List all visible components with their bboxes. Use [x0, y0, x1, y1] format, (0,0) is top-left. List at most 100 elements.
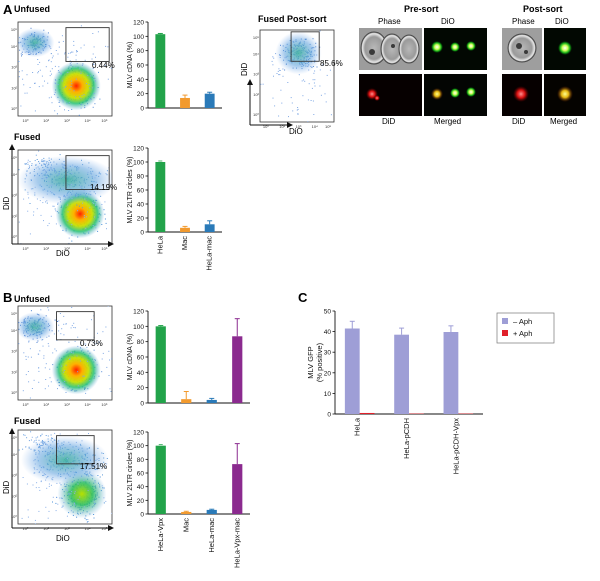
y-tick-label: 80 — [137, 174, 145, 181]
event-dot — [307, 99, 309, 101]
event-dot — [329, 69, 331, 71]
event-dot — [34, 519, 36, 521]
event-dot — [76, 195, 78, 197]
event-dot — [96, 199, 98, 201]
event-dot — [44, 170, 46, 171]
event-dot — [35, 167, 37, 169]
event-dot — [67, 56, 69, 58]
event-dot — [53, 333, 55, 335]
event-dot — [86, 521, 88, 523]
event-dot — [71, 83, 73, 85]
event-dot — [316, 66, 318, 68]
event-dot — [86, 216, 88, 218]
event-dot — [97, 332, 98, 334]
event-dot — [24, 163, 26, 165]
event-dot — [278, 115, 280, 117]
event-dot — [63, 371, 65, 373]
event-dot — [135, 451, 136, 452]
event-dot — [66, 515, 68, 517]
event-dot — [57, 379, 59, 381]
event-dot — [42, 85, 44, 87]
event-dot — [319, 85, 321, 87]
event-dot — [95, 193, 96, 195]
event-dot — [37, 166, 39, 168]
event-dot — [24, 92, 26, 94]
event-dot — [83, 479, 85, 481]
event-dot — [50, 96, 52, 98]
event-dot — [34, 169, 35, 170]
category-label: HeLa — [155, 235, 164, 254]
y-tick-label: 60 — [137, 471, 145, 478]
event-dot — [114, 524, 115, 525]
event-dot — [67, 458, 69, 460]
event-dot — [55, 83, 57, 85]
event-dot — [86, 346, 88, 348]
legend-swatch — [502, 318, 508, 324]
y-tick-label: 10⁵ — [11, 435, 17, 440]
event-dot — [29, 348, 31, 350]
event-dot — [41, 159, 43, 161]
event-dot — [62, 382, 64, 384]
event-dot — [93, 292, 94, 293]
bar — [443, 332, 459, 414]
x-tick-label: 10⁰ — [22, 246, 28, 251]
x-tick-label: 10⁰ — [263, 124, 269, 129]
event-dot — [121, 27, 122, 28]
event-dot — [42, 170, 44, 171]
event-dot — [71, 64, 72, 66]
event-dot — [93, 63, 95, 65]
event-dot — [40, 441, 42, 443]
event-dot — [54, 82, 56, 84]
event-dot — [347, 71, 348, 72]
y-tick-label: 40 — [324, 329, 332, 336]
event-dot — [38, 450, 40, 452]
event-dot — [39, 445, 41, 447]
event-dot — [116, 213, 117, 214]
gate-pct-a-unfused: 0.44% — [92, 61, 115, 70]
event-dot — [48, 385, 49, 387]
event-dot — [61, 35, 63, 37]
event-dot — [44, 450, 46, 452]
event-dot — [15, 70, 16, 71]
event-dot — [50, 158, 52, 160]
event-dot — [0, 85, 1, 86]
event-dot — [54, 65, 56, 67]
event-dot — [72, 462, 74, 464]
event-dot — [68, 242, 70, 244]
event-dot — [64, 52, 66, 54]
event-dot — [33, 289, 34, 290]
bar — [206, 509, 217, 514]
event-dot — [38, 43, 40, 45]
event-dot — [42, 471, 44, 473]
event-dot — [291, 102, 293, 104]
event-dot — [53, 168, 55, 169]
event-dot — [69, 68, 71, 70]
label-postsort-phase: Phase — [512, 17, 535, 26]
event-dot — [29, 203, 31, 204]
event-dot — [38, 510, 40, 512]
event-dot — [310, 66, 312, 67]
event-dot — [314, 79, 316, 81]
axis-arrows-a — [9, 144, 114, 247]
axis-label-dio-b: DiO — [56, 534, 70, 543]
event-dot — [27, 193, 29, 195]
event-dot — [56, 496, 58, 498]
event-dot — [95, 56, 96, 58]
event-dot — [118, 461, 119, 462]
y-tick-label: 10⁰ — [11, 390, 17, 395]
event-dot — [74, 327, 76, 329]
event-dot — [84, 517, 86, 519]
category-label: HeLa — [353, 417, 362, 436]
event-dot — [58, 440, 60, 442]
event-dot — [77, 345, 79, 347]
event-dot — [78, 447, 80, 449]
event-dot — [62, 188, 64, 190]
bar — [181, 399, 192, 403]
event-dot — [106, 228, 107, 230]
event-dot — [48, 45, 50, 46]
event-dot — [45, 443, 47, 444]
event-dot — [93, 349, 95, 351]
scatter-points — [18, 431, 136, 525]
y-axis-label: MLV 2LTR circles (%) — [127, 439, 134, 506]
event-dot — [95, 343, 97, 345]
